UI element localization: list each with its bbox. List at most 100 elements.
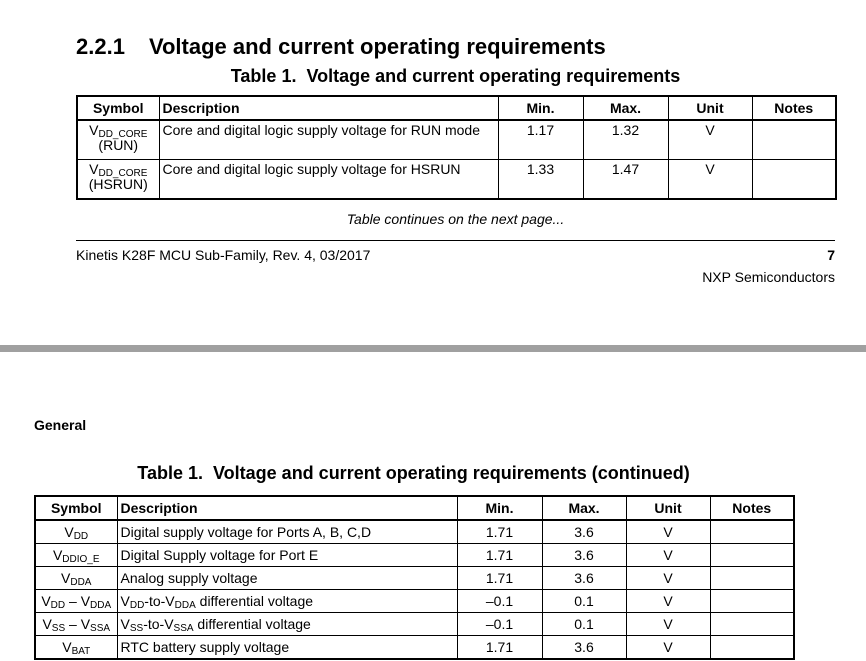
column-header: Symbol — [76, 95, 160, 121]
table-cell: VDD – VDDA — [34, 589, 118, 613]
section-heading: 2.2.1 Voltage and current operating requi… — [76, 34, 606, 60]
cell-text: V — [41, 593, 51, 609]
page-number: 7 — [827, 247, 835, 263]
caption-text: Voltage and current operating requiremen… — [213, 463, 690, 483]
table-cell: 1.47 — [582, 159, 669, 200]
cell-text: V — [663, 616, 673, 632]
table-cell: VBAT — [34, 635, 118, 660]
table-cell: VDD_CORE (RUN) — [76, 119, 160, 160]
table-cell: Core and digital logic supply voltage fo… — [158, 159, 499, 200]
cell-text: differential voltage — [193, 616, 311, 632]
cell-text: 1.33 — [526, 161, 555, 177]
table-cell: V — [625, 543, 711, 567]
table: Symbol Description Min. Max. Unit Notes VDD_CO… — [76, 95, 837, 200]
subscript: DDIO_E — [62, 554, 100, 565]
cell-text: 3.6 — [574, 570, 594, 586]
cell-text: 1.71 — [485, 524, 514, 540]
subscript: BAT — [71, 646, 91, 657]
cell-text: Core and digital logic supply voltage fo… — [162, 161, 461, 177]
cell-text: 3.6 — [574, 639, 594, 655]
table-cell — [709, 635, 795, 660]
cell-text: 1.47 — [611, 161, 640, 177]
cell-text: V — [64, 524, 74, 540]
table-cell: RTC battery supply voltage — [116, 635, 458, 660]
cell-text: – V — [65, 616, 91, 632]
table-cell: –0.1 — [456, 589, 543, 613]
table-cell — [709, 589, 795, 613]
cell-text: 0.1 — [574, 616, 594, 632]
table-row: VBAT RTC battery supply voltage 1.71 3.6 V — [34, 635, 795, 660]
table-row: VDD – VDDA VDD-to-VDDA differential volta… — [34, 589, 795, 613]
subscript: DD — [129, 600, 145, 611]
subscript: DDA — [90, 600, 112, 611]
cell-text: 1.71 — [485, 547, 514, 563]
cell-text: 3.6 — [574, 524, 594, 540]
cell-text: 1.32 — [611, 122, 640, 138]
table-row: VDDA Analog supply voltage 1.71 3.6 V — [34, 566, 795, 590]
section-title: Voltage and current operating requiremen… — [148, 34, 606, 59]
table-cell: 1.17 — [497, 119, 584, 160]
column-header: Description — [158, 95, 499, 121]
table-cell — [709, 612, 795, 636]
continued-note: Table continues on the next page... — [346, 211, 565, 227]
column-header: Symbol — [34, 495, 118, 521]
cell-text: Digital supply voltage for Ports A, B, C… — [120, 524, 372, 540]
subscript: DDA — [70, 577, 92, 588]
column-header: Min. — [497, 95, 584, 121]
table-cell: VSS-to-VSSA differential voltage — [116, 612, 458, 636]
table: Symbol Description Min. Max. Unit Notes VDD Dig… — [34, 495, 795, 660]
table-cell: VDD-to-VDDA differential voltage — [116, 589, 458, 613]
cell-text: V — [89, 161, 99, 177]
subscript: SS — [51, 623, 66, 634]
table-cell: V — [667, 159, 753, 200]
cell-text: V — [120, 593, 130, 609]
cell-text: -to-V — [143, 616, 174, 632]
cell-text: 1.17 — [526, 122, 555, 138]
cell-text: –0.1 — [485, 593, 514, 609]
footer-company: NXP Semiconductors — [702, 269, 835, 285]
table-cell: 1.32 — [582, 119, 669, 160]
table-row: VDD_CORE (HSRUN) Core and digital logic su… — [76, 159, 837, 200]
cell-line: (RUN) — [98, 137, 139, 153]
table-row: VDD_CORE (RUN) Core and digital logic supp… — [76, 119, 837, 160]
cell-text: V — [89, 122, 99, 138]
table-cell: Digital Supply voltage for Port E — [116, 543, 458, 567]
column-header: Notes — [709, 495, 795, 521]
table-caption: Table 1. Voltage and current operating r… — [76, 66, 835, 87]
table-cell: V — [625, 566, 711, 590]
cell-text: 1.71 — [485, 639, 514, 655]
table-cell: V — [625, 519, 711, 544]
subscript: SS — [129, 623, 144, 634]
table-cell: VDD_CORE (HSRUN) — [76, 159, 160, 200]
header-row: Symbol Description Min. Max. Unit Notes — [34, 495, 795, 521]
section-number: 2.2.1 — [76, 34, 125, 59]
subscript: DD_CORE — [98, 129, 148, 140]
cell-text: V — [120, 616, 130, 632]
cell-text: Core and digital logic supply voltage fo… — [162, 122, 481, 138]
cell-line: (HSRUN) — [88, 176, 148, 192]
table-cell: 1.71 — [456, 566, 543, 590]
table-cell: V — [625, 612, 711, 636]
table-cell: 1.71 — [456, 543, 543, 567]
table-cell: VDDIO_E — [34, 543, 118, 567]
column-header: Unit — [625, 495, 711, 521]
cell-text: 0.1 — [574, 593, 594, 609]
subscript: DD — [73, 531, 89, 542]
table-cell: 3.6 — [541, 519, 627, 544]
table-cell: V — [625, 635, 711, 660]
cell-text: V — [42, 616, 52, 632]
subscript: SSA — [90, 623, 111, 634]
table-cell — [709, 519, 795, 544]
cell-text: –0.1 — [485, 616, 514, 632]
cell-text: V — [663, 524, 673, 540]
cell-text: 3.6 — [574, 547, 594, 563]
header-row: Symbol Description Min. Max. Unit Notes — [76, 95, 837, 121]
subscript: DD_CORE — [98, 168, 148, 179]
table-cell — [709, 543, 795, 567]
table-cell: 1.71 — [456, 519, 543, 544]
table-row: VSS – VSSA VSS-to-VSSA differential volta… — [34, 612, 795, 636]
cell-text: 1.71 — [485, 570, 514, 586]
cell-text: differential voltage — [195, 593, 314, 609]
cell-text: -to-V — [144, 593, 175, 609]
